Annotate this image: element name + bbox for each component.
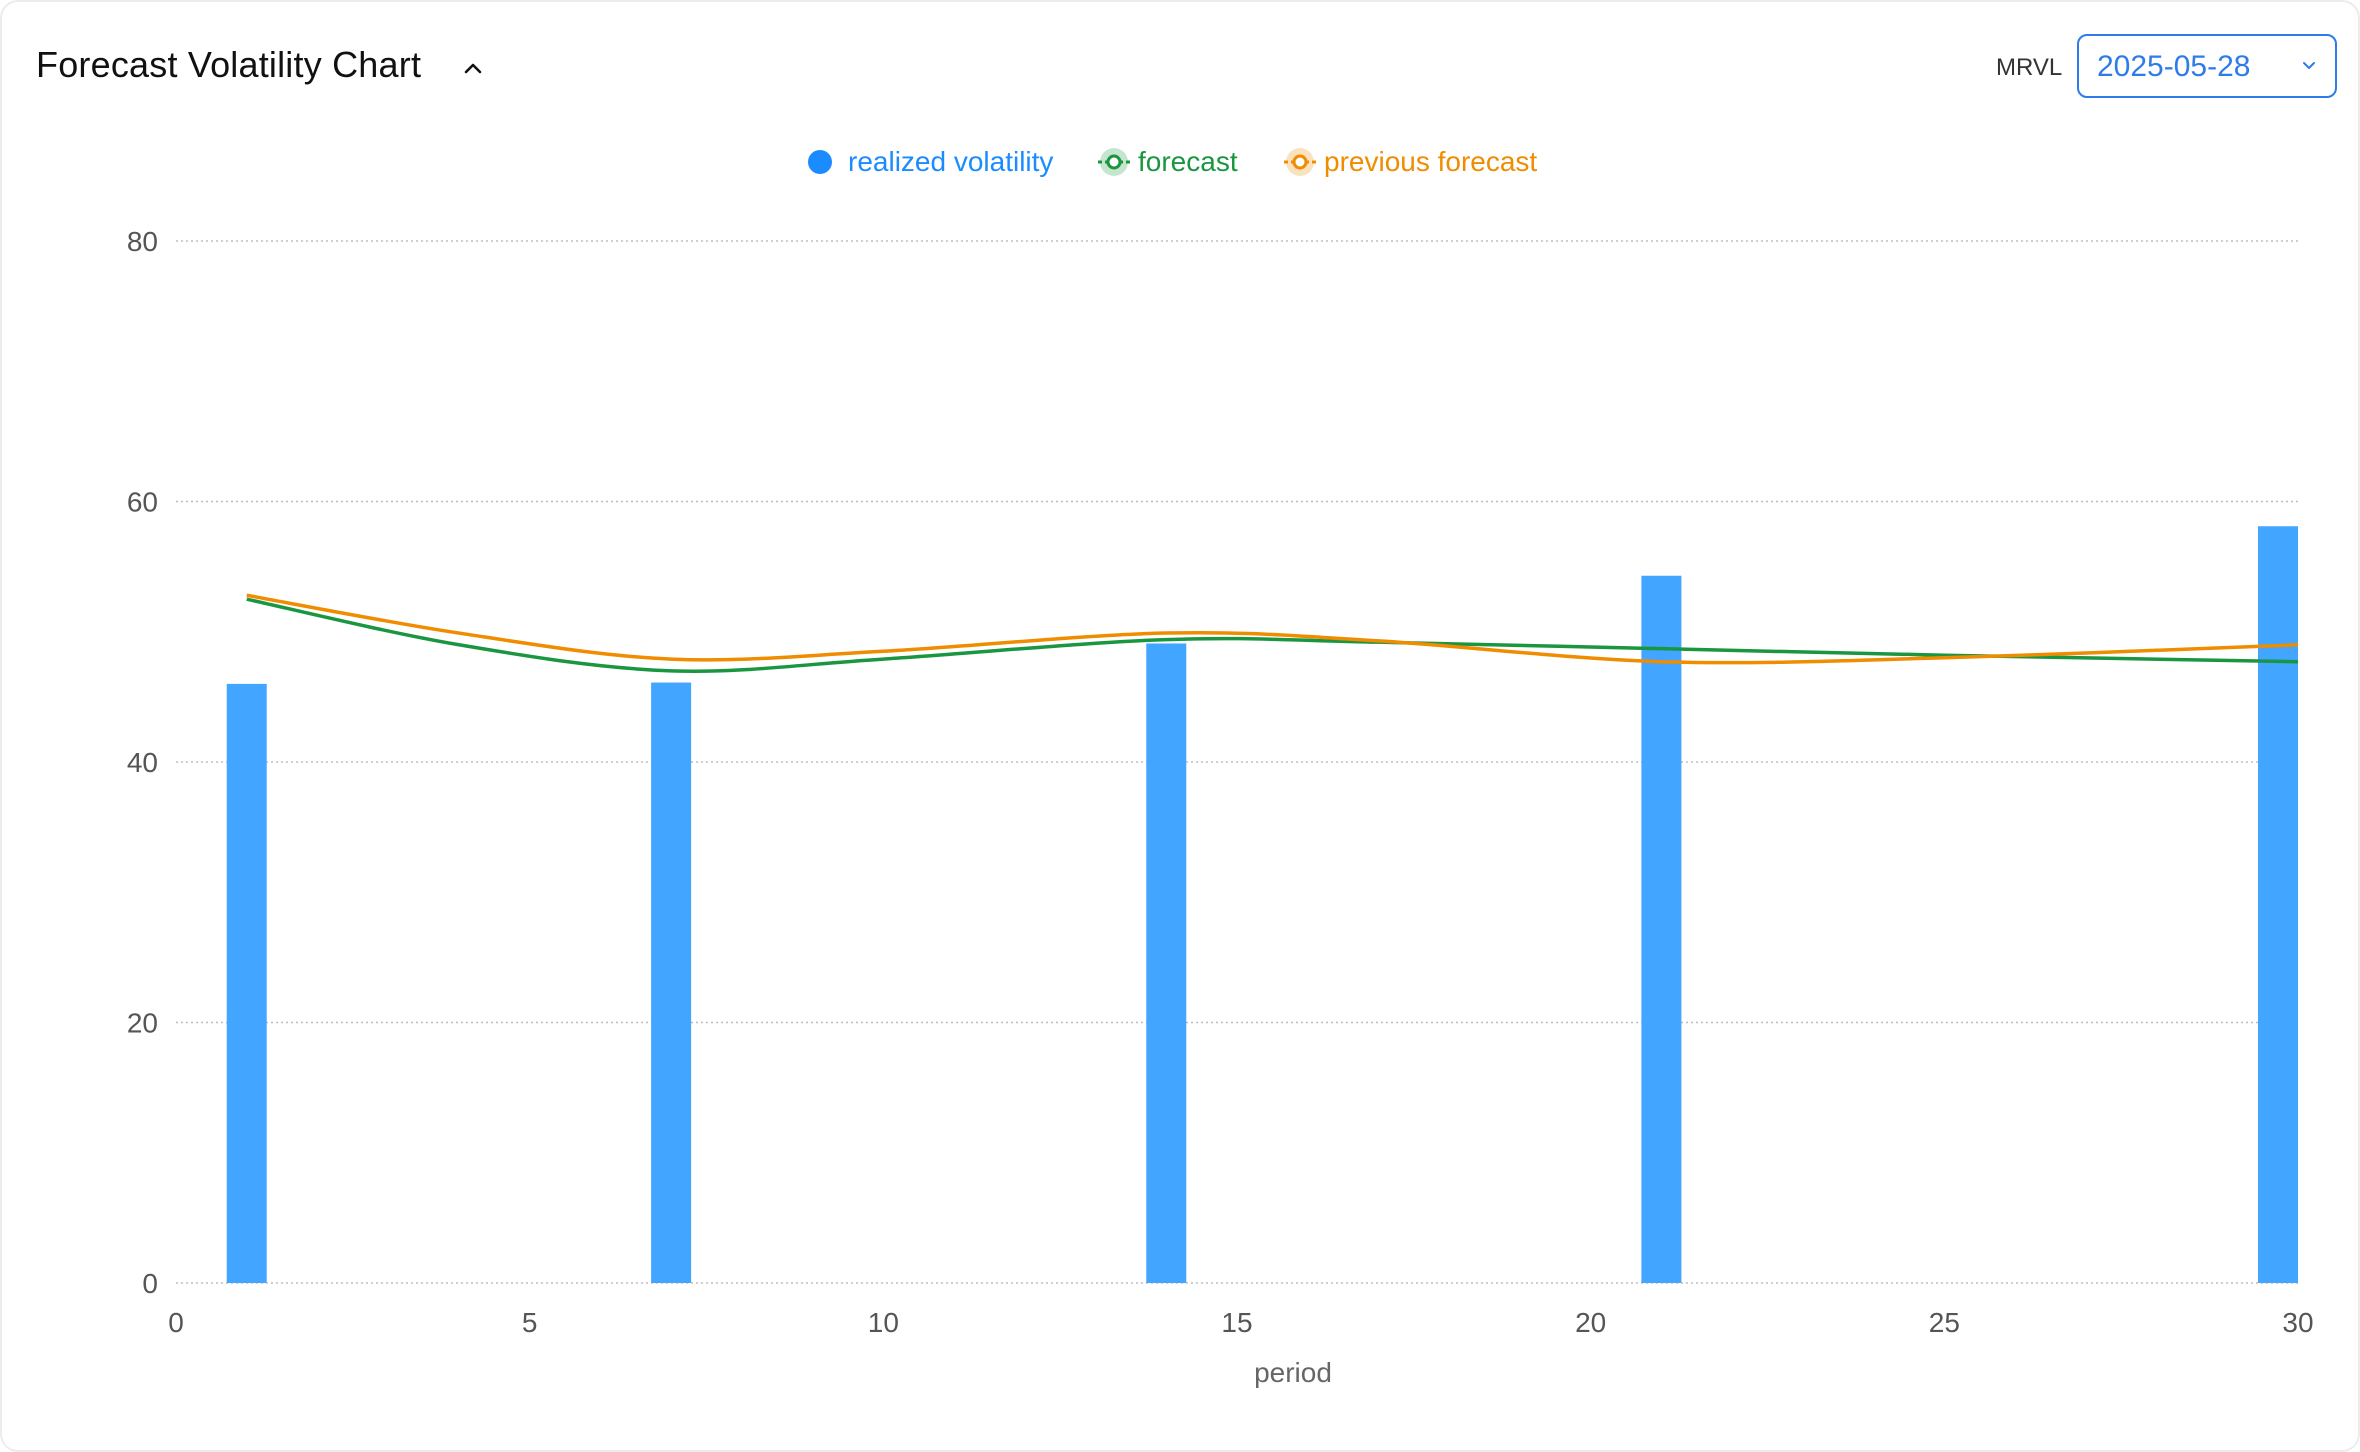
line-dot-icon	[1284, 148, 1316, 176]
y-tick-label: 40	[127, 747, 158, 778]
bar-realized-volatility[interactable]	[1641, 575, 1682, 1283]
chevron-down-icon	[2303, 62, 2315, 69]
legend-label: realized volatility	[848, 146, 1054, 177]
x-tick-label: 0	[168, 1307, 184, 1338]
chevron-up-icon[interactable]	[458, 56, 488, 80]
date-select[interactable]: 2025-05-28	[2077, 34, 2337, 98]
line-dot-icon	[1098, 148, 1130, 176]
legend-item-previous-forecast[interactable]: previous forecast	[1282, 140, 1537, 184]
bar-realized-volatility[interactable]	[651, 682, 692, 1283]
bar-realized-volatility[interactable]	[226, 683, 267, 1283]
x-tick-label: 5	[522, 1307, 538, 1338]
legend-item-realized-volatility[interactable]: realized volatility	[806, 140, 1053, 184]
legend-label: previous forecast	[1324, 146, 1538, 177]
y-tick-label: 80	[127, 226, 158, 257]
x-tick-label: 30	[2282, 1307, 2313, 1338]
date-select-value: 2025-05-28	[2097, 50, 2251, 83]
bar-realized-volatility[interactable]	[1146, 643, 1187, 1283]
x-tick-label: 10	[868, 1307, 899, 1338]
chart-legend: realized volatility forecast previous fo…	[2, 140, 2358, 184]
y-tick-label: 20	[127, 1008, 158, 1039]
x-tick-label: 20	[1575, 1307, 1606, 1338]
y-tick-label: 60	[127, 487, 158, 518]
bar-realized-volatility[interactable]	[2258, 526, 2298, 1283]
page-title: Forecast Volatility Chart	[36, 44, 422, 85]
y-tick-label: 0	[142, 1268, 158, 1299]
ticker-label: MRVL	[1996, 54, 2063, 81]
filled-circle-icon	[808, 150, 832, 174]
line-forecast[interactable]	[246, 597, 2299, 673]
x-tick-label: 15	[1221, 1307, 1252, 1338]
legend-item-forecast[interactable]: forecast	[1096, 140, 1238, 184]
x-tick-label: 25	[1929, 1307, 1960, 1338]
legend-label: forecast	[1138, 146, 1238, 177]
line-previous-forecast[interactable]	[246, 593, 2299, 665]
x-axis-label: period	[1254, 1357, 1332, 1388]
